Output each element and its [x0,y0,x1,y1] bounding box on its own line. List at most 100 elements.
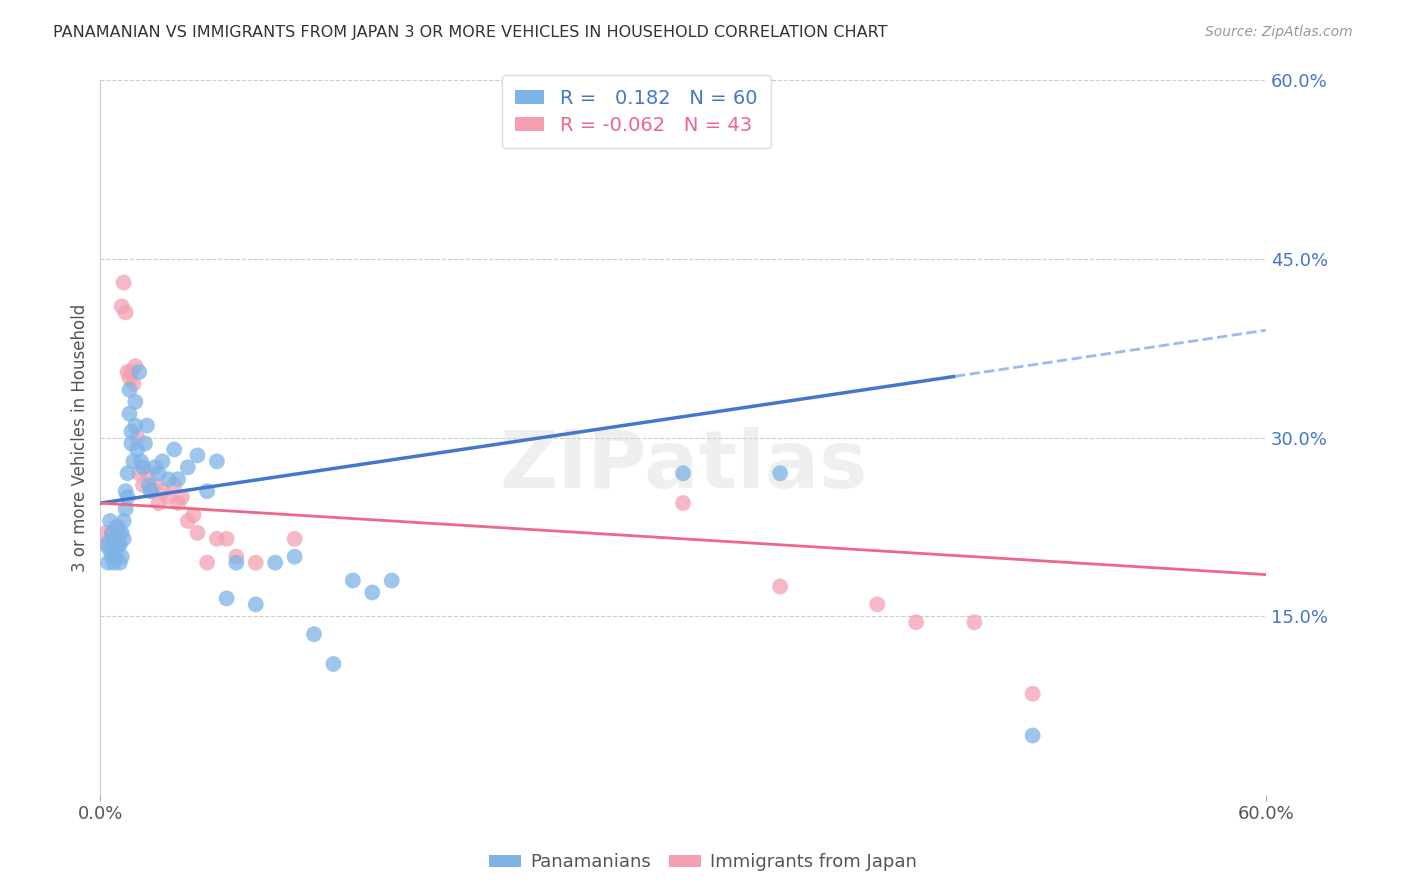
Point [118,371,141,385]
Point [112,276,135,290]
Point [107,538,129,552]
Legend: R =   0.182   N = 60, R = -0.062   N = 43: R = 0.182 N = 60, R = -0.062 N = 43 [502,76,770,148]
Point [104,532,127,546]
Point [342,574,364,588]
Point [101,549,124,564]
Point [167,496,190,510]
Point [134,436,156,450]
Point [143,460,166,475]
Point [107,538,129,552]
Text: Source: ZipAtlas.com: Source: ZipAtlas.com [1205,25,1353,39]
Point [124,359,146,373]
Point [157,490,180,504]
Point [108,525,131,540]
Point [132,478,155,492]
Point [245,556,267,570]
Point [122,376,145,391]
Point [139,484,162,499]
Point [124,418,146,433]
Point [111,525,134,540]
Legend: Panamanians, Immigrants from Japan: Panamanians, Immigrants from Japan [481,847,925,879]
Point [103,556,125,570]
Point [120,365,142,379]
Point [111,549,134,564]
Y-axis label: 3 or more Vehicles in Household: 3 or more Vehicles in Household [72,303,89,572]
Point [245,598,267,612]
Point [672,467,695,481]
Point [104,549,127,564]
Point [117,467,139,481]
Point [195,484,218,499]
Point [103,532,125,546]
Point [118,407,141,421]
Point [1021,729,1043,743]
Point [186,525,208,540]
Point [117,490,139,504]
Point [177,514,200,528]
Point [215,532,238,546]
Point [177,460,200,475]
Point [128,365,150,379]
Point [866,598,889,612]
Point [127,442,149,457]
Point [139,484,162,499]
Point [98,532,121,546]
Point [186,449,208,463]
Point [104,520,127,534]
Point [157,472,180,486]
Point [111,300,134,314]
Point [1021,687,1043,701]
Point [98,514,121,528]
Point [96,538,118,552]
Point [136,418,159,433]
Point [117,365,139,379]
Point [124,394,146,409]
Point [97,538,120,552]
Point [118,383,141,397]
Point [120,425,142,439]
Point [148,496,170,510]
Point [108,556,131,570]
Point [114,484,136,499]
Point [152,484,174,499]
Point [381,574,404,588]
Point [361,585,384,599]
Point [148,467,170,481]
Point [905,615,928,630]
Point [215,591,238,606]
Point [225,549,247,564]
Point [128,467,150,481]
Point [264,556,287,570]
Point [103,532,125,546]
Point [108,538,131,552]
Point [101,525,124,540]
Point [302,627,325,641]
Text: ZIPatlas: ZIPatlas [499,427,868,505]
Point [143,478,166,492]
Point [120,436,142,450]
Point [97,556,120,570]
Text: PANAMANIAN VS IMMIGRANTS FROM JAPAN 3 OR MORE VEHICLES IN HOUSEHOLD CORRELATION : PANAMANIAN VS IMMIGRANTS FROM JAPAN 3 OR… [53,25,889,40]
Point [122,454,145,468]
Point [112,532,135,546]
Point [101,525,124,540]
Point [284,549,307,564]
Point [152,454,174,468]
Point [167,472,190,486]
Point [132,460,155,475]
Point [138,478,160,492]
Point [127,430,149,444]
Point [195,556,218,570]
Point [322,657,344,671]
Point [205,532,228,546]
Point [107,520,129,534]
Point [163,478,186,492]
Point [205,454,228,468]
Point [163,442,186,457]
Point [672,496,695,510]
Point [114,502,136,516]
Point [98,543,121,558]
Point [170,490,193,504]
Point [129,454,152,468]
Point [769,580,792,594]
